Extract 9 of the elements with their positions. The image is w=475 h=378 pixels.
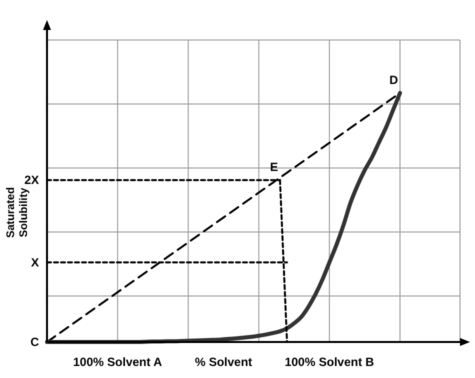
x-tick-label: % Solvent [194,355,252,369]
y-axis-title: Saturated Solubility [5,186,30,238]
text: D [389,73,398,87]
x-tick-label: 100% Solvent A [73,355,162,369]
text: C [30,335,40,349]
x-tick-label: 100% Solvent B [284,355,374,369]
annotation: E [270,160,278,174]
text: 2X [24,173,39,188]
text: X [30,255,39,270]
